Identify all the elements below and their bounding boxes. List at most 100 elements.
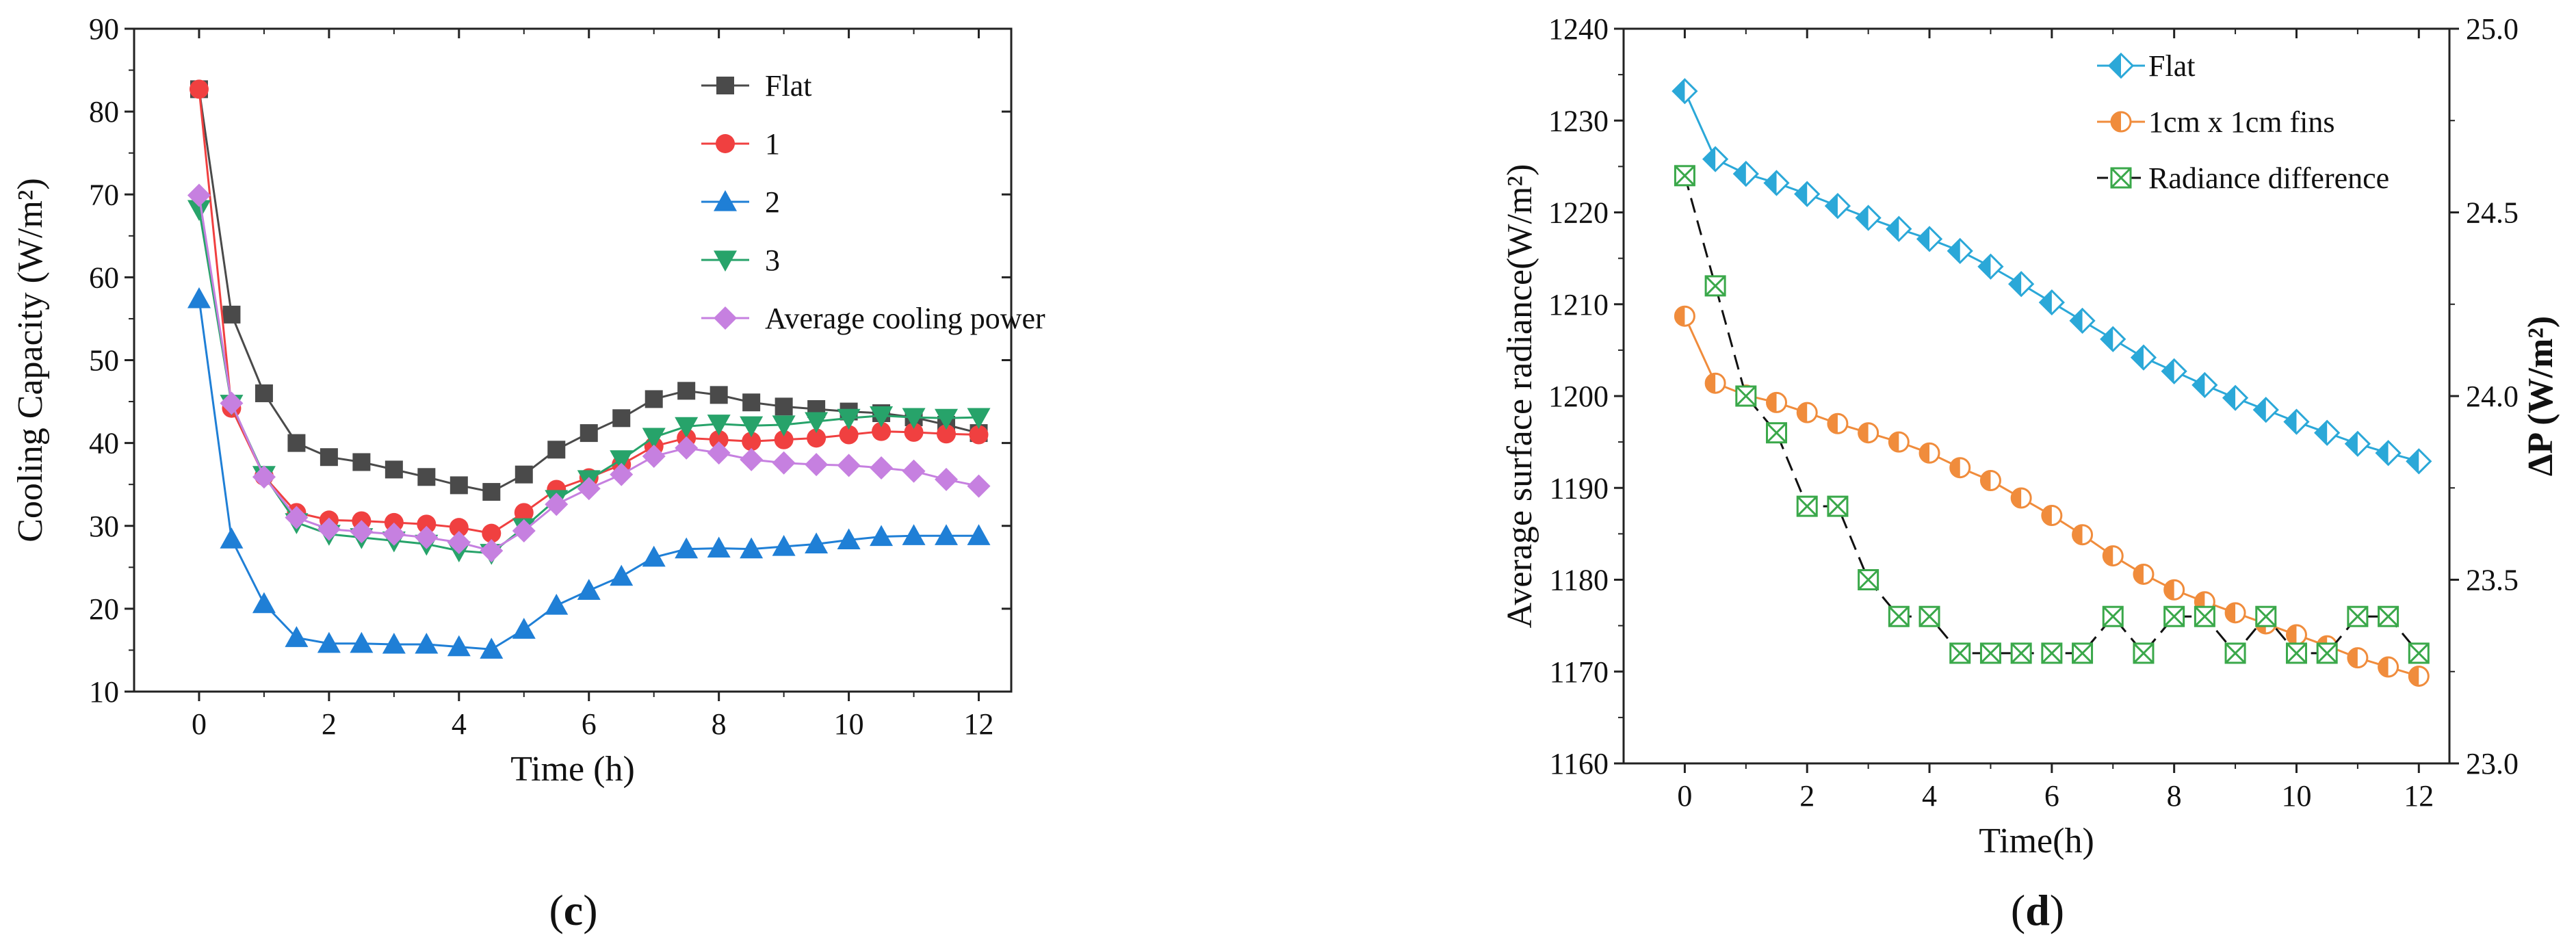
data-point [449,518,469,538]
data-point [1918,605,1940,627]
data-point [774,430,794,449]
y-right-tick-label: 24.0 [2466,380,2519,413]
data-point [1949,457,1971,479]
legend-label: 1 [765,127,780,161]
series-line [1683,175,2420,655]
marker-cross [2317,642,2338,664]
marker-cross [1705,275,1726,296]
data-point [1766,422,1788,444]
marker-fill [1887,217,1899,241]
marker-fill [2224,386,2236,410]
x-tick-label: 6 [582,707,597,741]
data-point [2255,605,2277,627]
data-point [2378,656,2399,678]
data-point [805,412,829,434]
data-point [2191,371,2218,399]
data-point [1888,605,1910,627]
data-point [1704,372,1726,394]
x-tick-label: 6 [2044,779,2059,813]
data-point [740,416,764,438]
marker-fill [2042,506,2052,525]
marker-fill [2285,410,2297,434]
legend-label: 3 [765,244,780,277]
legend-label: Flat [765,69,811,103]
data-point [1977,253,2004,280]
data-point [967,474,991,498]
data-point [772,535,796,556]
data-point [1735,385,1757,407]
data-point [839,425,859,445]
marker-fill [1767,393,1777,412]
marker-cross [1674,165,1695,186]
data-point [252,465,276,489]
data-point [447,635,471,657]
data-point [447,530,471,554]
marker-fill [2133,564,2144,584]
data-point [2010,487,2032,509]
data-point [1918,442,1940,464]
data-point [710,386,728,404]
data-point [1949,642,1971,664]
data-point [1855,205,1882,231]
marker-fill [2193,373,2205,397]
data-point [2130,344,2157,371]
marker-fill [1827,414,1838,434]
marker-fill [1918,227,1930,251]
data-point [545,493,569,516]
data-point [2285,642,2307,664]
marker-fill [2131,345,2144,369]
data-point [2224,642,2246,664]
legend-label: Radiance difference [2148,161,2389,195]
series-line [1684,90,2419,462]
marker-fill [2040,291,2052,315]
series-flat [1671,78,2432,475]
marker-cross [1827,496,1848,517]
data-point [2283,408,2310,435]
data-point [935,408,959,430]
legend-marker [714,250,737,272]
data-point [1979,642,2001,664]
data-point [707,536,731,558]
series-average-cooling-power [187,183,991,563]
data-point [415,525,439,549]
x-tick-label: 0 [192,707,207,741]
marker-fill [1948,239,1960,263]
data-point [2102,605,2124,627]
x-tick-label: 2 [1799,779,1814,813]
data-point [2408,642,2430,664]
y-right-tick-label: 25.0 [2466,12,2519,46]
data-point [385,460,403,479]
data-point [2285,624,2307,646]
marker-cross [2378,606,2399,627]
marker-cross [2041,642,2062,664]
marker-fill [1950,458,1960,477]
data-point [382,522,406,546]
data-point [514,503,534,523]
data-point [870,406,894,428]
data-point [350,520,374,544]
data-point [2252,397,2279,423]
marker-cross [2011,642,2032,664]
data-point [1827,412,1849,434]
plot-frame [133,27,1013,693]
marker-fill [2109,54,2121,77]
data-point [415,632,439,654]
marker-cross [2133,642,2155,664]
data-point [512,519,536,543]
data-point [610,450,634,471]
marker-fill [1858,423,1869,443]
marker-cross [1949,642,1970,664]
data-point [904,422,924,442]
data-point [255,384,273,402]
data-point [2222,384,2249,411]
marker-fill [2347,648,2358,668]
x-tick-label: 4 [1922,779,1937,813]
y-tick-label: 90 [89,12,119,46]
marker-fill [2072,525,2083,545]
data-point [220,391,244,415]
data-point [1888,431,1910,453]
series-radiance-difference [1674,165,2430,664]
marker-fill [2103,546,2113,566]
legend-label: Flat [2148,49,2195,83]
